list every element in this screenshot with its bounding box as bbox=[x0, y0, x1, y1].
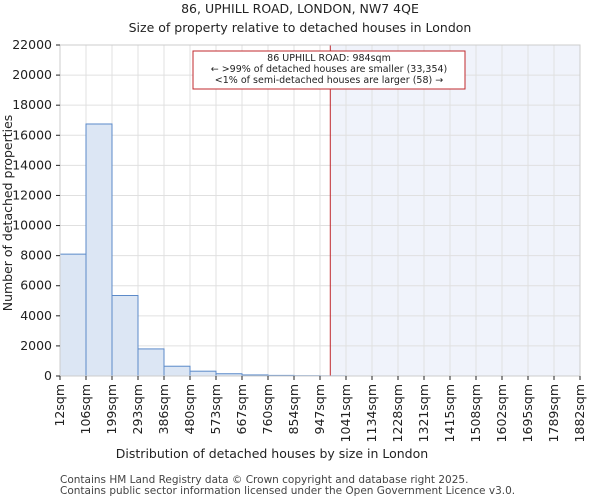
y-tick-label: 14000 bbox=[12, 157, 52, 172]
y-tick-label: 0 bbox=[44, 368, 52, 383]
highlight-region bbox=[330, 45, 580, 376]
x-tick-label: 1695sqm bbox=[520, 384, 535, 442]
bar bbox=[111, 295, 139, 377]
y-tick-label: 8000 bbox=[20, 248, 52, 263]
y-tick-label: 16000 bbox=[12, 127, 52, 142]
annotation-line3: <1% of semi-detached houses are larger (… bbox=[215, 75, 443, 86]
bar bbox=[163, 365, 191, 377]
y-axis-ticks: 0 2000 4000 6000 8000 10000 12000 14000 16000 180… bbox=[12, 37, 60, 383]
gridlines bbox=[59, 44, 581, 377]
bar bbox=[59, 253, 87, 377]
y-tick-label: 12000 bbox=[12, 187, 52, 202]
y-tick-label: 4000 bbox=[20, 308, 52, 323]
chart-title-line2: Size of property relative to detached ho… bbox=[129, 20, 472, 35]
y-axis-label: Number of detached properties bbox=[0, 115, 15, 312]
x-tick-label: 199sqm bbox=[104, 384, 119, 434]
y-tick-label: 20000 bbox=[12, 67, 52, 82]
x-tick-label: 1415sqm bbox=[442, 384, 457, 442]
y-tick-label: 22000 bbox=[12, 37, 52, 52]
footer-line1: Contains HM Land Registry data © Crown c… bbox=[60, 474, 469, 486]
x-tick-label: 1882sqm bbox=[572, 384, 587, 442]
x-tick-label: 1041sqm bbox=[338, 384, 353, 442]
x-axis-label: Distribution of detached houses by size … bbox=[116, 446, 428, 461]
x-tick-label: 1134sqm bbox=[364, 384, 379, 442]
x-tick-label: 1228sqm bbox=[390, 384, 405, 442]
annotation-frame bbox=[192, 50, 466, 90]
x-tick-label: 293sqm bbox=[130, 384, 145, 434]
chart-title-line1: 86, UPHILL ROAD, LONDON, NW7 4QE bbox=[181, 1, 419, 16]
bar bbox=[137, 348, 165, 377]
x-tick-label: 1321sqm bbox=[416, 384, 431, 442]
annotation-line1: 86 UPHILL ROAD: 984sqm bbox=[267, 53, 391, 64]
x-tick-label: 760sqm bbox=[260, 384, 275, 434]
annotation-box: 86 UPHILL ROAD: 984sqm ← >99% of detache… bbox=[192, 50, 466, 90]
y-tick-label: 18000 bbox=[12, 97, 52, 112]
bar bbox=[85, 123, 113, 377]
x-tick-label: 480sqm bbox=[182, 384, 197, 434]
x-tick-label: 573sqm bbox=[208, 384, 223, 434]
y-tick-label: 6000 bbox=[20, 278, 52, 293]
x-tick-label: 667sqm bbox=[234, 384, 249, 434]
bar bbox=[189, 370, 217, 377]
y-tick-label: 10000 bbox=[12, 218, 52, 233]
x-tick-label: 1508sqm bbox=[468, 384, 483, 442]
x-tick-label: 947sqm bbox=[312, 384, 327, 434]
x-tick-label: 386sqm bbox=[156, 384, 171, 434]
x-tick-label: 854sqm bbox=[286, 384, 301, 434]
x-tick-label: 106sqm bbox=[78, 384, 93, 434]
x-tick-label: 1602sqm bbox=[494, 384, 509, 442]
bars bbox=[59, 123, 347, 377]
footer-line2: Contains public sector information licen… bbox=[60, 485, 516, 497]
x-tick-label: 1789sqm bbox=[546, 384, 561, 442]
x-axis-ticks: 12sqm 106sqm 199sqm 293sqm 386sqm 480sqm 573sq… bbox=[52, 376, 587, 442]
x-tick-label: 12sqm bbox=[52, 384, 67, 427]
y-tick-label: 2000 bbox=[20, 338, 52, 353]
annotation-line2: ← >99% of detached houses are smaller (3… bbox=[211, 64, 448, 75]
